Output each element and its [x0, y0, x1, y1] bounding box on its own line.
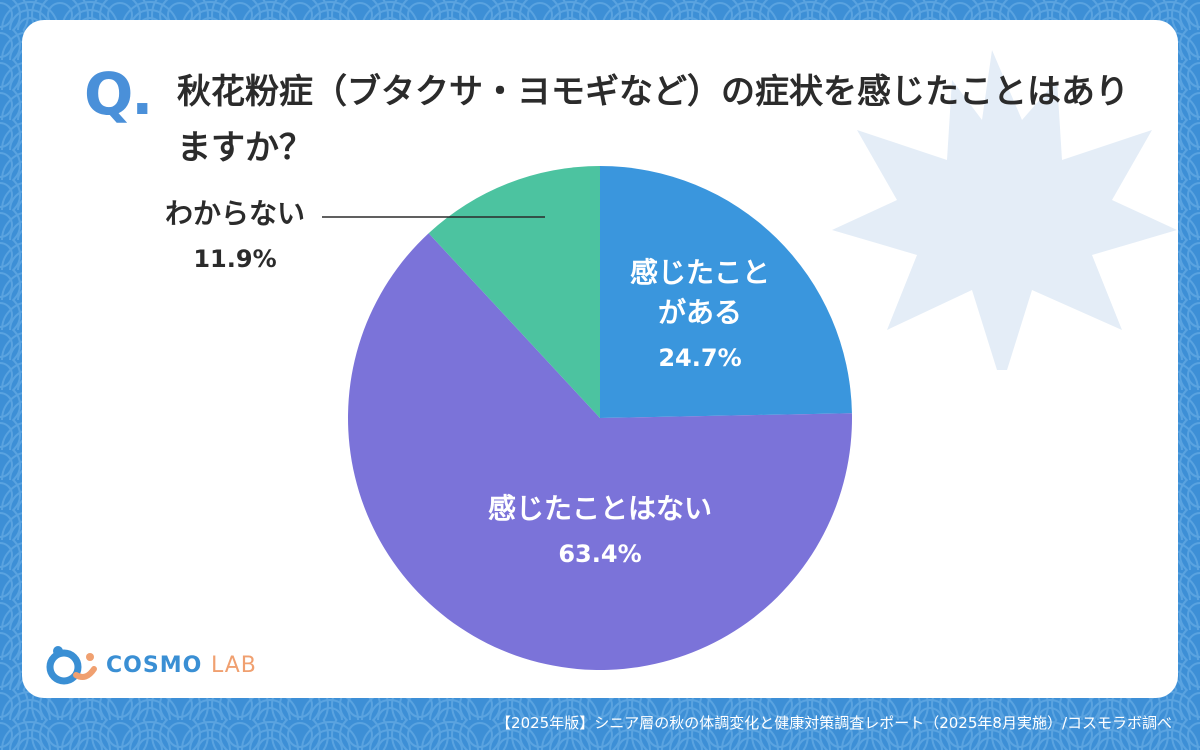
- question-mark-label: Q.: [84, 60, 153, 128]
- slice-label-2: 感じたことはない: [488, 492, 712, 525]
- maple-leaf-decoration: [832, 50, 1177, 370]
- cosmo-lab-logo-icon: [46, 646, 97, 685]
- content-card: Q. 秋花粉症（ブタクサ・ヨモギなど）の症状を感じたことはありますか？ 感じたこ…: [22, 20, 1178, 698]
- question-title: 秋花粉症（ブタクサ・ヨモギなど）の症状を感じたことはありますか？: [177, 72, 1129, 168]
- slice-value-2: 63.4%: [558, 540, 641, 568]
- logo-wordmark: COSMO LAB: [106, 653, 257, 678]
- pie-slice-2: [348, 233, 853, 670]
- slice-label-1: がある: [658, 296, 742, 329]
- logo-suffix: LAB: [210, 652, 257, 678]
- pie-slice-3: [428, 166, 600, 418]
- slice-value-1: 24.7%: [658, 344, 741, 372]
- cosmo-lab-logo: COSMO LAB: [46, 645, 257, 685]
- slice-label-1: 感じたこと: [630, 256, 770, 289]
- source-footer: 【2025年版】シニア層の秋の体調変化と健康対策調査レポート（2025年8月実施…: [496, 714, 1172, 732]
- pie-slice-1: [600, 166, 852, 418]
- slice-label-3: わからない: [165, 197, 305, 230]
- logo-brand: COSMO: [106, 652, 203, 678]
- slice-value-3: 11.9%: [193, 245, 276, 273]
